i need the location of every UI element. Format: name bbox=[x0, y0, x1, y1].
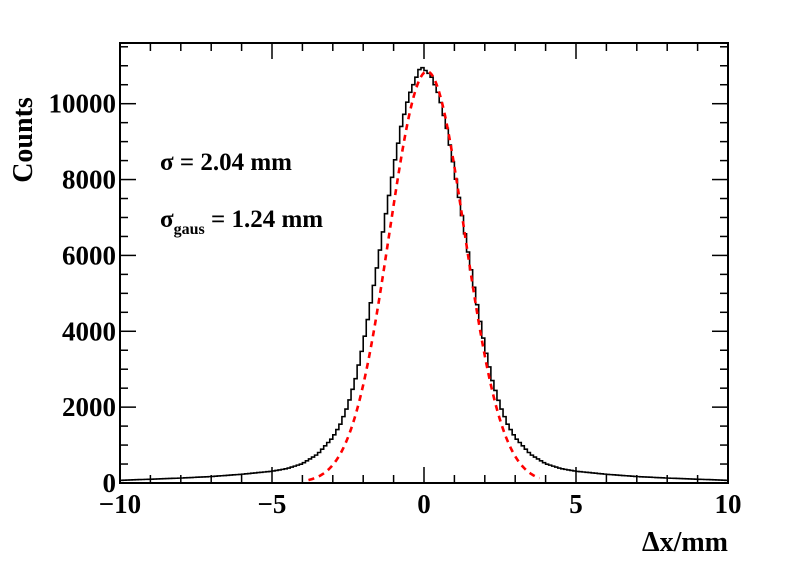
x-tick-label: 10 bbox=[715, 489, 742, 519]
y-tick-label: 0 bbox=[103, 468, 117, 498]
histogram-series bbox=[119, 66, 728, 482]
y-tick-labels: 0 2000 4000 6000 8000 10000 bbox=[49, 89, 117, 498]
x-tick-label: −10 bbox=[99, 489, 141, 519]
plot-frame bbox=[119, 42, 729, 484]
x-tick-labels: −10 −5 0 5 10 bbox=[99, 489, 742, 519]
x-tick-label: 0 bbox=[417, 489, 431, 519]
gaussian-fit-curve bbox=[308, 70, 541, 482]
sigma-gaus-annotation: σgaus = 1.24 mm bbox=[160, 206, 323, 238]
axis-ticks bbox=[119, 43, 729, 484]
sigma-annotation: σ = 2.04 mm bbox=[160, 149, 292, 176]
y-tick-label: 2000 bbox=[62, 392, 116, 422]
y-axis-label: Counts bbox=[8, 97, 39, 183]
y-tick-label: 8000 bbox=[62, 165, 116, 195]
y-tick-label: 6000 bbox=[62, 240, 116, 270]
y-tick-label: 10000 bbox=[49, 89, 117, 119]
y-tick-label: 4000 bbox=[62, 316, 116, 346]
x-tick-label: −5 bbox=[258, 489, 287, 519]
x-tick-label: 5 bbox=[569, 489, 583, 519]
x-axis-label: Δx/mm bbox=[642, 527, 728, 558]
